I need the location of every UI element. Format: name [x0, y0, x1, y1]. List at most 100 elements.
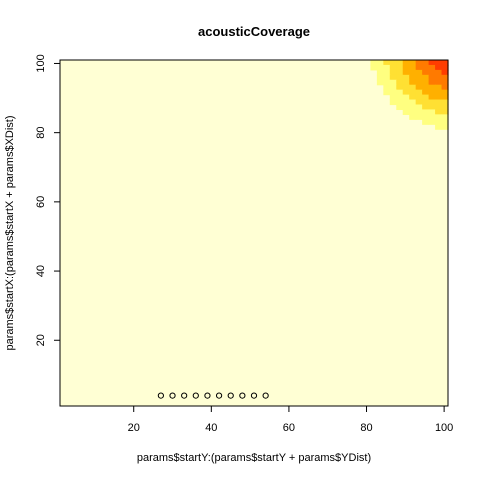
x-tick-label: 100 [435, 422, 453, 434]
heat-cell [415, 104, 423, 111]
heat-cell [409, 114, 417, 120]
heat-cell [441, 124, 449, 130]
heat-cell [428, 64, 436, 71]
heat-cell [441, 114, 449, 120]
heat-cell [441, 89, 449, 96]
heat-cell [402, 109, 410, 115]
heat-cell [402, 104, 410, 111]
y-tick-label: 100 [35, 54, 47, 72]
heat-cell [396, 99, 404, 106]
heat-cell [389, 89, 397, 96]
heat-cell [428, 74, 436, 81]
heat-cell [428, 114, 436, 120]
heat-cell [402, 74, 410, 81]
heat-cell [435, 74, 443, 81]
heat-cell [409, 84, 417, 91]
y-axis-label: params$startX:(params$startX + params$XD… [4, 115, 16, 350]
heat-cell [409, 74, 417, 81]
sensor-point [250, 392, 258, 399]
heat-cell [415, 84, 423, 91]
heat-cell [409, 64, 417, 71]
chart-title: acousticCoverage [198, 24, 310, 39]
sensor-point [192, 392, 199, 399]
heat-cell [409, 94, 417, 101]
heat-cell [396, 74, 404, 81]
sensor-point [262, 392, 269, 399]
heat-cell [396, 60, 404, 66]
heat-cell [428, 69, 436, 76]
heat-cell [402, 94, 410, 101]
heat-cell [402, 64, 410, 71]
heat-cell [389, 99, 397, 106]
heat-cell [370, 64, 378, 71]
heat-cell [435, 104, 443, 111]
heat-cell [441, 74, 449, 81]
y-tick-label: 20 [35, 334, 47, 346]
heat-cell [435, 69, 443, 76]
heat-cell [422, 89, 430, 96]
heat-cell [435, 60, 443, 66]
y-axis: 20 40 60 80 100 [35, 54, 60, 346]
heat-cell [376, 69, 384, 76]
heat-cell [422, 99, 430, 106]
heat-cell [428, 84, 436, 91]
heat-cell [383, 79, 391, 86]
heat-cell [415, 69, 423, 76]
heat-cell [383, 84, 391, 91]
heat-cell [435, 119, 443, 125]
heat-cell [409, 69, 417, 76]
heat-cell [415, 79, 423, 86]
heat-cell [383, 64, 391, 71]
heat-cell [409, 79, 417, 86]
heat-cell [415, 60, 423, 66]
heat-cell [428, 89, 436, 96]
heat-cell [402, 84, 410, 91]
heat-cell [415, 99, 423, 106]
heat-cell [441, 69, 449, 76]
y-tick-label: 80 [35, 127, 47, 139]
heat-cell [409, 89, 417, 96]
heat-cell [415, 109, 423, 115]
heat-cell [441, 79, 449, 86]
heat-cell [428, 109, 436, 115]
heat-cell [441, 84, 449, 91]
heat-cell [376, 79, 384, 86]
heat-cell [422, 109, 430, 115]
heat-cell [389, 69, 397, 76]
heat-cell [428, 104, 436, 111]
x-axis: 20 40 60 80 100 [128, 406, 453, 434]
heat-background [60, 60, 448, 406]
heat-cell [396, 104, 404, 111]
heat-cell [402, 99, 410, 106]
heat-cell [383, 60, 391, 66]
heat-cell [383, 89, 391, 96]
heat-cell [422, 60, 430, 66]
sensor-point [227, 392, 234, 399]
heat-cell [428, 119, 436, 125]
heat-cell [435, 94, 443, 101]
sensor-point [239, 392, 246, 399]
heat-cell [389, 74, 397, 81]
heat-cell [441, 119, 449, 125]
heat-cell [415, 94, 423, 101]
x-tick-label: 40 [205, 422, 217, 434]
heat-cell [435, 79, 443, 86]
sensor-point [204, 392, 211, 399]
heat-cell [435, 84, 443, 91]
heat-cell [441, 109, 449, 115]
heat-cell [435, 99, 443, 106]
heat-cell [389, 64, 397, 71]
heat-cell [370, 60, 378, 66]
sensor-point [157, 392, 164, 399]
heat-cell [402, 60, 410, 66]
heat-cell [409, 104, 417, 111]
heat-cell [441, 94, 449, 101]
x-tick-label: 20 [128, 422, 140, 434]
heat-cell [422, 119, 430, 125]
heat-cell [396, 84, 404, 91]
heat-cell [389, 94, 397, 101]
heat-cell [402, 89, 410, 96]
heat-cell [376, 60, 384, 66]
heatmap-cells [60, 60, 449, 406]
